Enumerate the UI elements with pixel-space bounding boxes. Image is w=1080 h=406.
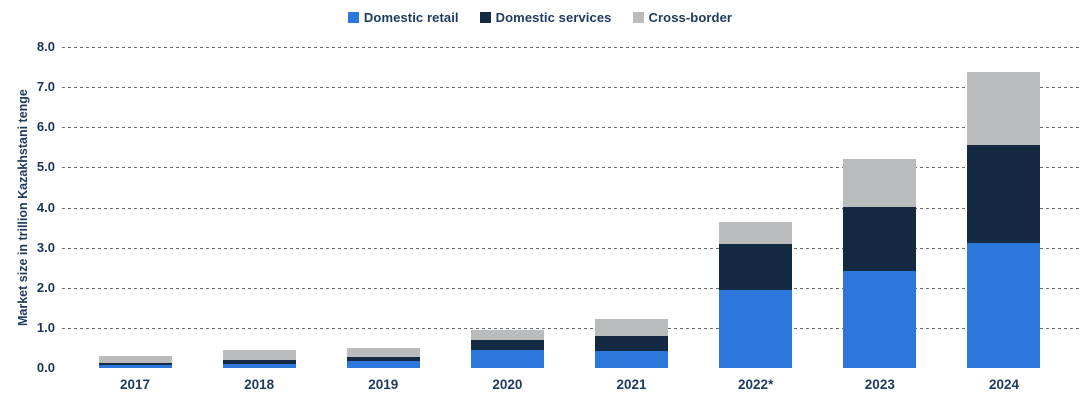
bar-segment-cross-border[interactable] [470, 330, 544, 341]
plot-area [62, 47, 1080, 368]
bar-group-2019[interactable] [346, 347, 420, 368]
gridline [62, 47, 1080, 48]
bar-segment-domestic-services[interactable] [967, 144, 1041, 243]
y-tick-label: 8.0 [36, 39, 55, 54]
bar-group-2018[interactable] [222, 350, 296, 368]
bar-segment-domestic-services[interactable] [346, 356, 420, 361]
bar-segment-cross-border[interactable] [843, 158, 917, 207]
bar-segment-cross-border[interactable] [222, 350, 296, 360]
bar-segment-domestic-retail[interactable] [719, 289, 793, 368]
legend-label: Domestic services [495, 9, 612, 25]
bar-segment-cross-border[interactable] [967, 71, 1041, 145]
bar-segment-cross-border[interactable] [98, 355, 172, 363]
bar-group-2022[interactable] [719, 221, 793, 368]
bar-group-2017[interactable] [98, 355, 172, 368]
bar-segment-cross-border[interactable] [719, 221, 793, 244]
bar-segment-domestic-retail[interactable] [222, 363, 296, 368]
gridline [62, 327, 1080, 329]
x-axis-label: 2019 [368, 377, 399, 392]
gridline [62, 287, 1080, 289]
y-tick-label: 7.0 [36, 79, 55, 95]
gridline [62, 167, 1080, 169]
y-tick-label: 2.0 [36, 279, 55, 295]
y-tick-label: 0.0 [36, 360, 55, 375]
bar-group-2021[interactable] [595, 319, 669, 368]
y-tick-label: 5.0 [36, 159, 55, 175]
bar-segment-domestic-services[interactable] [98, 362, 172, 365]
bar-segment-domestic-retail[interactable] [346, 360, 420, 368]
y-tick-label: 3.0 [36, 239, 55, 255]
bar-segment-domestic-services[interactable] [470, 340, 544, 350]
bar-segment-cross-border[interactable] [595, 319, 669, 336]
legend-swatch-icon [479, 11, 491, 23]
y-tick-label: 1.0 [36, 319, 55, 335]
bar-group-2023[interactable] [843, 158, 917, 368]
bar-segment-domestic-services[interactable] [222, 359, 296, 364]
x-axis-label: 2018 [244, 377, 275, 392]
x-axis-label: 2022* [738, 377, 774, 392]
x-axis-label: 2021 [616, 377, 647, 392]
bar-segment-domestic-retail[interactable] [967, 242, 1041, 368]
bar-segment-domestic-services[interactable] [595, 335, 669, 352]
gridline [62, 207, 1080, 209]
y-tick-label: 4.0 [36, 199, 55, 215]
bar-segment-domestic-services[interactable] [843, 206, 917, 271]
bar-group-2020[interactable] [470, 330, 544, 368]
x-axis-label: 2024 [988, 377, 1019, 392]
y-tick-label: 6.0 [36, 119, 55, 135]
gridline [62, 247, 1080, 249]
x-axis-label: 2023 [864, 377, 895, 392]
bar-segment-cross-border[interactable] [346, 347, 420, 357]
bar-segment-domestic-services[interactable] [719, 243, 793, 290]
legend-item-domestic-retail[interactable]: Domestic retail [347, 9, 459, 25]
chart-legend: Domestic retail Domestic services Cross-bo… [0, 8, 1080, 26]
legend-item-cross-border[interactable]: Cross-border [632, 9, 733, 25]
legend-label: Domestic retail [363, 9, 459, 25]
bar-group-2024[interactable] [967, 71, 1041, 368]
legend-swatch-icon [632, 11, 644, 23]
bar-segment-domestic-retail[interactable] [98, 364, 172, 368]
bar-segment-domestic-retail[interactable] [595, 351, 669, 368]
legend-item-domestic-services[interactable]: Domestic services [479, 9, 612, 25]
x-axis-label: 2017 [119, 377, 151, 392]
bar-segment-domestic-retail[interactable] [470, 349, 544, 368]
gridline [62, 87, 1080, 89]
x-axis-label: 2020 [492, 377, 523, 392]
legend-label: Cross-border [648, 9, 733, 25]
gridline [62, 127, 1080, 129]
bar-segment-domestic-retail[interactable] [843, 270, 917, 368]
legend-swatch-icon [347, 11, 359, 23]
